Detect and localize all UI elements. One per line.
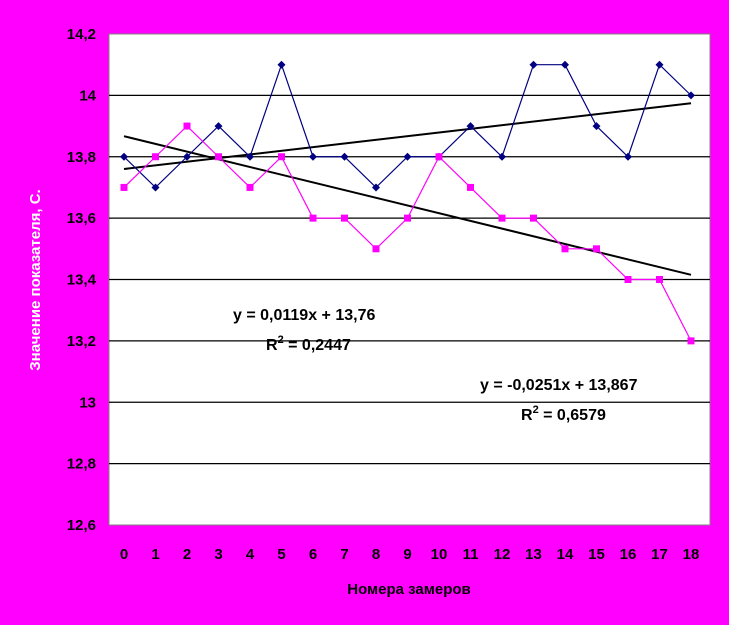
x-tick-label: 18 <box>683 546 700 563</box>
series-1-point <box>372 183 380 192</box>
x-tick-label: 17 <box>651 546 668 563</box>
y-tick-label: 13,2 <box>67 333 96 350</box>
series-1-point <box>529 60 538 69</box>
trend-1-equation: y = 0,0119x + 13,76 <box>233 307 375 324</box>
series-2-point <box>435 153 443 161</box>
x-tick-label: 14 <box>557 546 574 563</box>
x-tick-label: 7 <box>340 546 348 563</box>
series-2-point <box>246 183 254 191</box>
y-axis-label: Значение показателя, С. <box>27 189 44 370</box>
x-tick-label: 1 <box>151 546 159 563</box>
series-2-point <box>404 214 411 222</box>
y-tick-label: 13 <box>79 394 96 411</box>
series-1-point <box>246 152 254 161</box>
x-tick-label: 11 <box>463 546 479 563</box>
y-tick-label: 13,4 <box>67 272 97 289</box>
series-2-point <box>498 214 506 222</box>
series-1-point <box>340 152 349 161</box>
series-2-point <box>467 183 474 191</box>
series-2-point <box>624 276 632 283</box>
series-1-point <box>151 183 160 192</box>
series-1-point <box>466 122 475 131</box>
series-2-point <box>656 276 663 283</box>
y-tick-label: 12,6 <box>67 517 96 534</box>
y-tick-label: 13,6 <box>67 210 96 227</box>
series-1-point <box>687 91 695 100</box>
trend-1-r2-value: = 0,2447 <box>284 337 351 354</box>
trend-2-r2-value: = 0,6579 <box>539 407 606 424</box>
series-2-point <box>183 122 191 130</box>
x-tick-label: 8 <box>372 546 380 563</box>
trend-2-r2-prefix: R <box>521 407 533 424</box>
series-1-point <box>561 60 569 69</box>
series-2-point <box>278 153 285 161</box>
series-1-point <box>403 152 412 161</box>
series-2-point <box>120 183 128 191</box>
series-1-point <box>592 122 601 131</box>
x-tick-label: 2 <box>183 546 191 563</box>
x-tick-labels: 0 1 2 3 4 5 6 7 8 9 10 11 12 13 14 15 16 17 18 <box>120 546 700 563</box>
trend-2-r2: R2 = 0,6579 <box>521 404 606 424</box>
x-tick-label: 6 <box>309 546 317 563</box>
y-tick-label: 14 <box>79 87 96 104</box>
x-tick-label: 15 <box>588 546 605 563</box>
series-2-point <box>309 214 317 222</box>
x-tick-label: 0 <box>120 546 128 563</box>
y-tick-label: 12,8 <box>67 456 96 473</box>
series-2-point <box>372 245 380 253</box>
x-axis-label: Номера замеров <box>347 581 471 598</box>
x-tick-label: 5 <box>277 546 285 563</box>
x-tick-label: 3 <box>214 546 222 563</box>
series-1-point <box>120 152 128 161</box>
series-1-point <box>624 152 632 161</box>
trend-2-equation: y = -0,0251x + 13,867 <box>480 377 638 394</box>
data-series <box>120 60 695 345</box>
series-2-point <box>687 337 695 345</box>
trend-2-r2-exp: 2 <box>533 404 539 416</box>
x-tick-label: 9 <box>403 546 411 563</box>
y-tick-label: 14,2 <box>67 26 96 43</box>
series-1-point <box>498 152 506 161</box>
series-1-point <box>214 122 223 131</box>
x-tick-label: 4 <box>246 546 255 563</box>
series-1-point <box>655 60 664 69</box>
series-2-point <box>215 153 222 161</box>
x-tick-label: 13 <box>525 546 542 563</box>
series-2-point <box>530 214 537 222</box>
y-tick-labels: 12,6 12,8 13 13,2 13,4 13,6 13,8 14 14,2 <box>67 26 97 534</box>
series-2-point <box>341 214 348 222</box>
y-tick-label: 13,8 <box>67 149 96 166</box>
trend-1-r2: R2 = 0,2447 <box>266 334 351 354</box>
x-tick-label: 10 <box>431 546 448 563</box>
series-1-point <box>183 152 191 161</box>
trend-1-r2-prefix: R <box>266 337 278 354</box>
series-2-point <box>152 153 159 161</box>
series-2-point <box>561 245 569 253</box>
x-tick-label: 12 <box>494 546 511 563</box>
series-1-point <box>277 60 286 69</box>
trend-1-r2-exp: 2 <box>278 334 284 346</box>
x-tick-label: 16 <box>620 546 637 563</box>
series-1-point <box>309 152 317 161</box>
series-2-point <box>593 245 600 253</box>
